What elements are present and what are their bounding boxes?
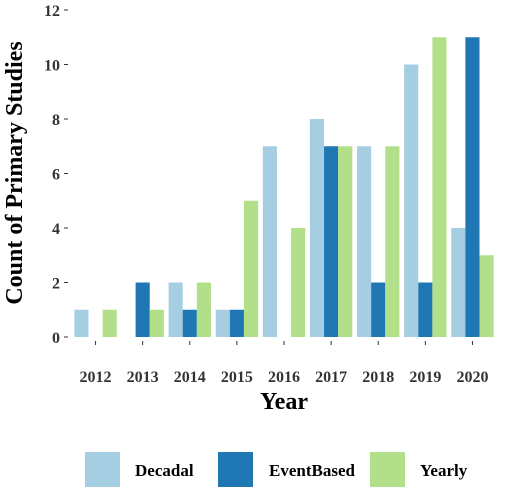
- bar-eventbased-2014: [182, 309, 197, 337]
- bar-yearly-2020: [479, 255, 494, 337]
- y-tick-label: 0: [52, 330, 60, 347]
- bar-yearly-2019: [432, 37, 447, 337]
- x-tick-label-2013: 2013: [127, 369, 159, 386]
- x-tick-label-2018: 2018: [362, 369, 394, 386]
- y-tick-label: 12: [44, 3, 60, 20]
- bar-decadal-2012: [74, 309, 89, 337]
- y-axis: 0 2 4 6 8 10 12: [44, 3, 68, 347]
- bar-yearly-2017: [338, 146, 353, 337]
- bar-decadal-2014: [168, 282, 183, 337]
- bar-decadal-2015: [215, 309, 230, 337]
- bar-eventbased-2020: [465, 37, 480, 337]
- bar-eventbased-2018: [371, 282, 386, 337]
- bar-yearly-2014: [196, 282, 211, 337]
- legend-key-yearly: [370, 452, 405, 487]
- x-tick-label-2019: 2019: [409, 369, 441, 386]
- bar-eventbased-2019: [418, 282, 433, 337]
- y-tick-label: 10: [44, 58, 60, 75]
- y-tick-label: 2: [52, 276, 60, 293]
- bar-yearly-2016: [291, 228, 306, 337]
- x-axis-title: Year: [260, 389, 308, 415]
- legend-label-eventbased: EventBased: [269, 461, 356, 480]
- plot-area: [74, 37, 494, 337]
- bar-decadal-2020: [451, 228, 466, 337]
- legend-key-decadal: [85, 452, 120, 487]
- x-tick-label-2012: 2012: [80, 369, 112, 386]
- x-tick-label-2020: 2020: [456, 369, 488, 386]
- x-tick-label-2017: 2017: [315, 369, 347, 386]
- y-tick-label: 4: [52, 221, 60, 238]
- x-tick-label-2016: 2016: [268, 369, 300, 386]
- legend-label-decadal: Decadal: [135, 461, 194, 480]
- legend-key-eventbased: [218, 452, 253, 487]
- bar-eventbased-2017: [324, 146, 339, 337]
- bar-decadal-2016: [262, 146, 277, 337]
- y-tick-label: 6: [52, 167, 60, 184]
- y-tick-label: 8: [52, 112, 60, 129]
- y-axis-title: Count of Primary Studies: [2, 41, 28, 304]
- bar-eventbased-2015: [229, 309, 244, 337]
- x-tick-label-2015: 2015: [221, 369, 253, 386]
- bar-decadal-2019: [404, 64, 419, 337]
- bar-yearly-2013: [149, 309, 164, 337]
- legend-label-yearly: Yearly: [420, 461, 468, 480]
- bar-yearly-2015: [243, 200, 259, 337]
- x-axis: 2012 2013 2014 2015 2016 2017 2018 2019 2020: [80, 341, 488, 386]
- bar-eventbased-2013: [135, 282, 150, 337]
- x-tick-label-2014: 2014: [174, 369, 206, 386]
- legend: Decadal EventBased Yearly: [85, 452, 468, 487]
- bar-yearly-2012: [102, 309, 117, 337]
- bar-yearly-2018: [385, 146, 400, 337]
- bar-decadal-2018: [357, 146, 372, 337]
- bar-decadal-2017: [309, 119, 325, 337]
